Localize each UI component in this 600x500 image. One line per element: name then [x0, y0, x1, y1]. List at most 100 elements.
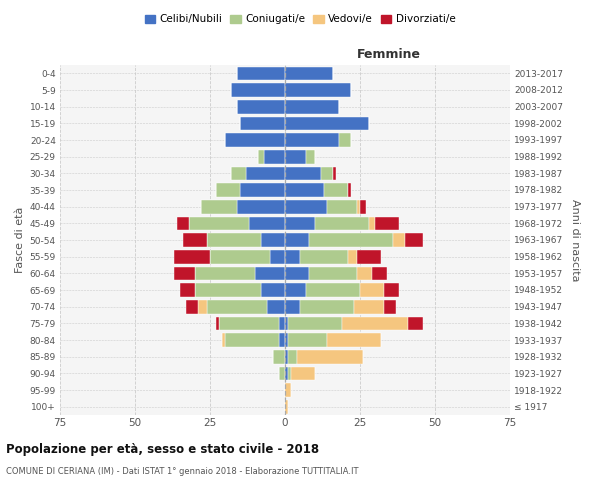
Bar — [258, 150, 264, 164]
Bar — [360, 283, 384, 297]
Legend: Celibi/Nubili, Coniugati/e, Vedovi/e, Divorziati/e: Celibi/Nubili, Coniugati/e, Vedovi/e, Di… — [140, 10, 460, 29]
Y-axis label: Fasce di età: Fasce di età — [16, 207, 25, 273]
Bar — [285, 66, 333, 80]
Bar — [306, 283, 360, 297]
Bar — [357, 250, 381, 264]
Bar — [279, 316, 285, 330]
Bar — [195, 266, 255, 280]
Bar — [189, 216, 249, 230]
Bar — [285, 366, 288, 380]
Bar — [360, 200, 366, 213]
Bar — [216, 183, 240, 197]
Bar — [279, 333, 285, 347]
Bar — [210, 250, 270, 264]
Y-axis label: Anni di nascita: Anni di nascita — [570, 198, 580, 281]
Bar — [264, 150, 285, 164]
Bar — [321, 166, 333, 180]
Bar — [285, 100, 339, 114]
Bar — [285, 216, 315, 230]
Bar — [219, 316, 279, 330]
Bar — [357, 200, 360, 213]
Bar — [285, 83, 351, 97]
Bar — [384, 300, 396, 314]
Bar — [186, 300, 198, 314]
Bar — [279, 366, 285, 380]
Bar — [372, 266, 387, 280]
Bar — [225, 133, 285, 147]
Bar — [261, 283, 285, 297]
Bar — [309, 266, 357, 280]
Bar — [231, 166, 246, 180]
Bar — [315, 216, 369, 230]
Bar — [285, 400, 288, 413]
Bar — [216, 316, 219, 330]
Bar — [291, 366, 315, 380]
Bar — [237, 100, 285, 114]
Bar — [174, 266, 195, 280]
Bar — [369, 216, 375, 230]
Bar — [348, 183, 351, 197]
Bar — [300, 250, 348, 264]
Text: Popolazione per età, sesso e stato civile - 2018: Popolazione per età, sesso e stato civil… — [6, 442, 319, 456]
Bar — [288, 316, 342, 330]
Bar — [285, 133, 339, 147]
Bar — [306, 150, 315, 164]
Bar — [285, 166, 321, 180]
Bar — [285, 250, 300, 264]
Bar — [225, 333, 279, 347]
Bar — [327, 200, 357, 213]
Bar — [324, 183, 348, 197]
Bar — [201, 200, 237, 213]
Bar — [270, 250, 285, 264]
Bar — [285, 200, 327, 213]
Bar — [177, 216, 189, 230]
Bar — [240, 183, 285, 197]
Bar — [285, 300, 300, 314]
Bar — [405, 233, 423, 247]
Bar — [231, 83, 285, 97]
Text: COMUNE DI CERIANA (IM) - Dati ISTAT 1° gennaio 2018 - Elaborazione TUTTITALIA.IT: COMUNE DI CERIANA (IM) - Dati ISTAT 1° g… — [6, 468, 359, 476]
Bar — [288, 366, 291, 380]
Bar — [183, 233, 207, 247]
Bar — [354, 300, 384, 314]
Bar — [207, 300, 267, 314]
Bar — [285, 383, 291, 397]
Bar — [297, 350, 363, 364]
Bar — [246, 166, 285, 180]
Bar — [267, 300, 285, 314]
Bar — [198, 300, 207, 314]
Bar — [333, 166, 336, 180]
Bar — [384, 283, 399, 297]
Bar — [288, 350, 297, 364]
Bar — [375, 216, 399, 230]
Bar — [357, 266, 372, 280]
Bar — [309, 233, 393, 247]
Bar — [180, 283, 195, 297]
Bar — [174, 250, 210, 264]
Bar — [285, 183, 324, 197]
Text: Femmine: Femmine — [356, 48, 421, 62]
Bar — [285, 283, 306, 297]
Bar — [285, 266, 309, 280]
Bar — [237, 200, 285, 213]
Bar — [348, 250, 357, 264]
Bar — [285, 116, 369, 130]
Bar — [237, 66, 285, 80]
Bar — [408, 316, 423, 330]
Bar — [195, 283, 261, 297]
Bar — [339, 133, 351, 147]
Bar — [255, 266, 285, 280]
Bar — [240, 116, 285, 130]
Bar — [222, 333, 225, 347]
Bar — [285, 316, 288, 330]
Bar — [273, 350, 285, 364]
Bar — [285, 233, 309, 247]
Bar — [207, 233, 261, 247]
Bar — [285, 333, 288, 347]
Bar — [300, 300, 354, 314]
Bar — [249, 216, 285, 230]
Bar — [285, 150, 306, 164]
Bar — [342, 316, 408, 330]
Bar — [285, 350, 288, 364]
Bar — [288, 333, 327, 347]
